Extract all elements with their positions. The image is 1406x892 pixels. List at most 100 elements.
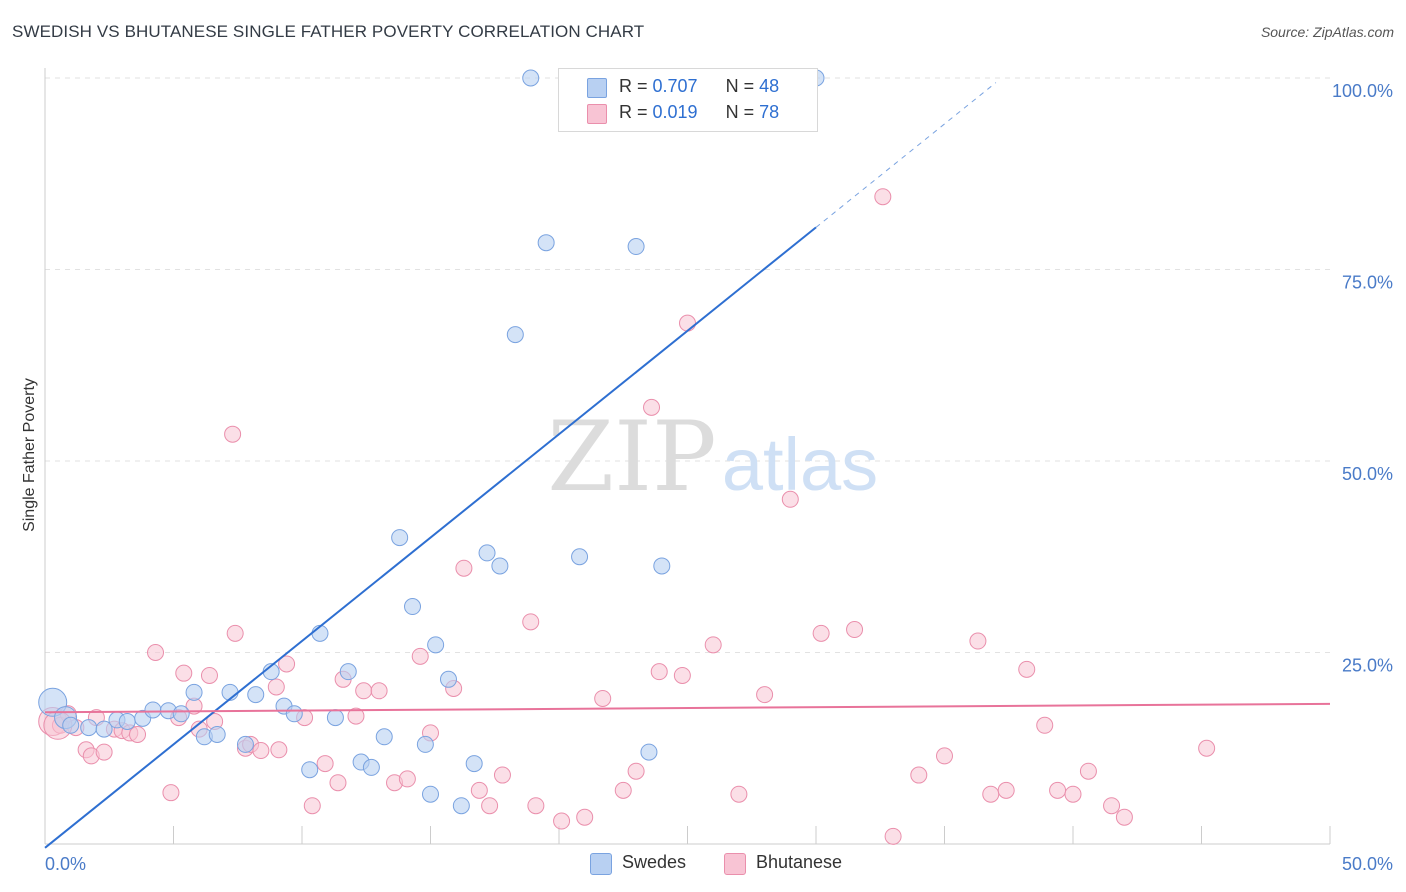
correlation-legend: R = 0.707 N = 48 R = 0.019 N = 78: [558, 68, 818, 132]
swedes-point: [236, 735, 254, 753]
bhutanese-legend-swatch: [724, 853, 746, 875]
bhutanese-point: [553, 812, 571, 830]
legend-r-label: R =: [619, 102, 653, 122]
bhutanese-point: [982, 785, 1000, 803]
bhutanese-point: [969, 632, 987, 650]
watermark-atlas: atlas: [722, 423, 878, 506]
bhutanese-point: [129, 725, 147, 743]
bhutanese-point: [355, 682, 373, 700]
chart-title: SWEDISH VS BHUTANESE SINGLE FATHER POVER…: [12, 22, 645, 41]
swedes-point: [326, 709, 344, 727]
bhutanese-point: [493, 766, 511, 784]
swedes-trend-line: [44, 226, 817, 849]
source-label: Source: ZipAtlas.com: [1260, 24, 1394, 40]
legend-r-value: 0.019: [652, 102, 698, 122]
tick-labels: 25.0% 50.0% 75.0% 100.0% 0.0% 50.0%: [45, 81, 1393, 874]
bhutanese-point: [846, 621, 864, 639]
bhutanese-point: [910, 766, 928, 784]
bhutanese-point: [1036, 716, 1054, 734]
legend-n-value: 48: [759, 76, 780, 96]
legend-n-label: N =: [725, 102, 760, 122]
swedes-point: [439, 670, 457, 688]
swedes-point: [416, 735, 434, 753]
swedes-point: [537, 234, 555, 252]
swedes-point: [465, 755, 483, 773]
bhutanese-point: [614, 781, 632, 799]
bhutanese-point: [278, 655, 296, 673]
swedes-point: [144, 701, 162, 719]
bhutanese-point: [884, 827, 902, 845]
bhutanese-point: [650, 663, 668, 681]
bhutanese-point: [481, 797, 499, 815]
bhutanese-point: [522, 613, 540, 631]
y-tick-label: 100.0%: [1332, 81, 1393, 101]
bhutanese-point: [527, 797, 545, 815]
bhutanese-point: [347, 707, 365, 725]
bhutanese-point: [673, 666, 691, 684]
bhutanese-point: [679, 314, 696, 332]
swedes-point: [653, 557, 671, 575]
swedes-point: [640, 743, 658, 761]
swedes-point: [404, 598, 422, 616]
bhutanese-point: [270, 741, 288, 759]
swedes-point: [427, 636, 445, 654]
bhutanese-point: [175, 664, 193, 682]
swedes-point: [522, 69, 540, 87]
bhutanese-point: [455, 559, 473, 577]
bhutanese-point: [95, 743, 113, 761]
swedes-point: [391, 529, 409, 547]
legend-n-label: N =: [725, 76, 760, 96]
swedes-point: [491, 557, 509, 575]
bhutanese-trend-line: [44, 702, 1331, 714]
watermark: ZIP atlas: [547, 401, 878, 513]
bhutanese-point: [329, 774, 347, 792]
y-tick-label: 50.0%: [1342, 464, 1393, 484]
swedes-trend-extension: [815, 82, 997, 228]
y-axis-label: Single Father Poverty: [21, 378, 38, 532]
bhutanese-point: [704, 636, 722, 654]
bhutanese-point: [1018, 660, 1036, 678]
swedes-point: [339, 663, 357, 681]
legend-r-value: 0.707: [652, 76, 698, 96]
y-tick-label: 25.0%: [1342, 656, 1393, 676]
swedes-point: [185, 683, 203, 701]
bhutanese-point: [576, 808, 594, 826]
swedes-point: [118, 712, 136, 730]
swedes-point: [571, 548, 589, 566]
bhutanese-point: [316, 755, 334, 773]
trend-lines: [44, 82, 1331, 849]
swedes-point: [301, 761, 319, 779]
bhutanese-point: [997, 781, 1015, 799]
bhutanese-swatch: [587, 104, 607, 124]
swedes-point: [172, 705, 190, 723]
y-tick-label: 75.0%: [1342, 273, 1393, 293]
swedes-legend-swatch: [590, 853, 612, 875]
bhutanese-point: [730, 785, 748, 803]
bhutanese-point: [200, 666, 218, 684]
swedes-point: [247, 686, 265, 704]
swedes-legend-label: Swedes: [622, 852, 687, 872]
legend-r-label: R =: [619, 76, 653, 96]
bhutanese-point: [470, 781, 488, 799]
bhutanese-point: [1103, 797, 1121, 815]
bhutanese-point: [224, 425, 242, 443]
bhutanese-point: [936, 747, 953, 765]
bhutanese-point: [267, 678, 285, 696]
legend-n-value: 78: [759, 102, 780, 122]
bhutanese-point: [1079, 762, 1097, 780]
swedes-point: [362, 758, 380, 776]
swedes-point: [375, 728, 393, 746]
bhutanese-point: [874, 188, 892, 206]
bhutanese-point: [1064, 785, 1082, 803]
bhutanese-point: [411, 647, 429, 665]
bhutanese-point: [627, 762, 645, 780]
swedes-point: [95, 720, 113, 738]
swedes-point: [422, 785, 439, 803]
bhutanese-point: [147, 644, 165, 661]
bhutanese-legend-label: Bhutanese: [756, 852, 843, 872]
bhutanese-point: [303, 797, 321, 815]
swedes-point: [285, 705, 303, 723]
swedes-point: [452, 797, 470, 815]
swedes-point: [80, 719, 98, 737]
